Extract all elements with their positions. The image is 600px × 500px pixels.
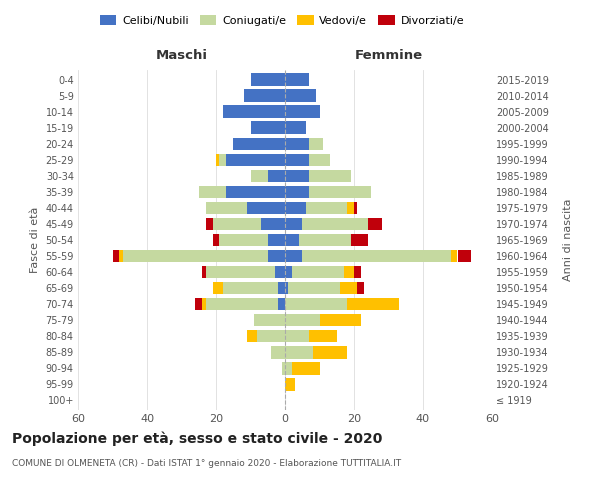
- Bar: [268, 250, 285, 262]
- Bar: [285, 202, 306, 214]
- Bar: [275, 266, 285, 278]
- Bar: [451, 250, 457, 262]
- Bar: [261, 218, 285, 230]
- Bar: [202, 266, 206, 278]
- Text: Maschi: Maschi: [155, 49, 208, 62]
- Bar: [302, 218, 368, 230]
- Bar: [220, 234, 268, 246]
- Bar: [196, 298, 202, 310]
- Bar: [281, 362, 285, 374]
- Bar: [119, 250, 123, 262]
- Bar: [216, 154, 220, 166]
- Bar: [285, 282, 289, 294]
- Bar: [458, 250, 472, 262]
- Bar: [340, 282, 358, 294]
- Text: Popolazione per età, sesso e stato civile - 2020: Popolazione per età, sesso e stato civil…: [12, 431, 382, 446]
- Bar: [226, 186, 285, 198]
- Bar: [247, 202, 285, 214]
- Bar: [285, 218, 302, 230]
- Bar: [257, 330, 285, 342]
- Bar: [123, 250, 268, 262]
- Text: COMUNE DI OLMENETA (CR) - Dati ISTAT 1° gennaio 2020 - Elaborazione TUTTITALIA.I: COMUNE DI OLMENETA (CR) - Dati ISTAT 1° …: [12, 459, 401, 468]
- Bar: [285, 234, 299, 246]
- Bar: [285, 186, 309, 198]
- Bar: [309, 170, 350, 182]
- Legend: Celibi/Nubili, Coniugati/e, Vedovi/e, Divorziati/e: Celibi/Nubili, Coniugati/e, Vedovi/e, Di…: [95, 10, 469, 30]
- Bar: [320, 314, 361, 326]
- Bar: [285, 154, 309, 166]
- Bar: [251, 122, 285, 134]
- Bar: [223, 106, 285, 118]
- Bar: [226, 154, 285, 166]
- Bar: [202, 298, 206, 310]
- Bar: [285, 122, 306, 134]
- Bar: [285, 170, 309, 182]
- Bar: [206, 298, 278, 310]
- Bar: [247, 330, 257, 342]
- Bar: [212, 282, 223, 294]
- Bar: [278, 298, 285, 310]
- Bar: [285, 250, 302, 262]
- Bar: [368, 218, 382, 230]
- Bar: [271, 346, 285, 358]
- Bar: [285, 298, 347, 310]
- Bar: [113, 250, 119, 262]
- Bar: [254, 314, 285, 326]
- Bar: [347, 298, 399, 310]
- Bar: [289, 282, 340, 294]
- Bar: [268, 170, 285, 182]
- Bar: [251, 170, 268, 182]
- Y-axis label: Anni di nascita: Anni di nascita: [563, 198, 573, 281]
- Bar: [244, 90, 285, 102]
- Bar: [299, 234, 350, 246]
- Bar: [354, 202, 358, 214]
- Bar: [285, 378, 295, 390]
- Bar: [344, 266, 354, 278]
- Bar: [233, 138, 285, 150]
- Bar: [292, 362, 320, 374]
- Bar: [309, 330, 337, 342]
- Bar: [350, 234, 368, 246]
- Bar: [285, 74, 309, 86]
- Bar: [302, 250, 451, 262]
- Bar: [285, 138, 309, 150]
- Bar: [199, 186, 226, 198]
- Bar: [292, 266, 344, 278]
- Bar: [309, 186, 371, 198]
- Bar: [206, 266, 275, 278]
- Bar: [278, 282, 285, 294]
- Bar: [358, 282, 364, 294]
- Bar: [313, 346, 347, 358]
- Bar: [285, 106, 320, 118]
- Bar: [285, 314, 320, 326]
- Bar: [285, 362, 292, 374]
- Bar: [206, 202, 247, 214]
- Text: Femmine: Femmine: [355, 49, 422, 62]
- Bar: [309, 138, 323, 150]
- Bar: [309, 154, 330, 166]
- Bar: [285, 346, 313, 358]
- Bar: [354, 266, 361, 278]
- Bar: [212, 218, 261, 230]
- Bar: [285, 266, 292, 278]
- Bar: [206, 218, 212, 230]
- Bar: [347, 202, 354, 214]
- Bar: [306, 202, 347, 214]
- Y-axis label: Fasce di età: Fasce di età: [30, 207, 40, 273]
- Bar: [285, 90, 316, 102]
- Bar: [268, 234, 285, 246]
- Bar: [220, 154, 226, 166]
- Bar: [223, 282, 278, 294]
- Bar: [212, 234, 220, 246]
- Bar: [251, 74, 285, 86]
- Bar: [285, 330, 309, 342]
